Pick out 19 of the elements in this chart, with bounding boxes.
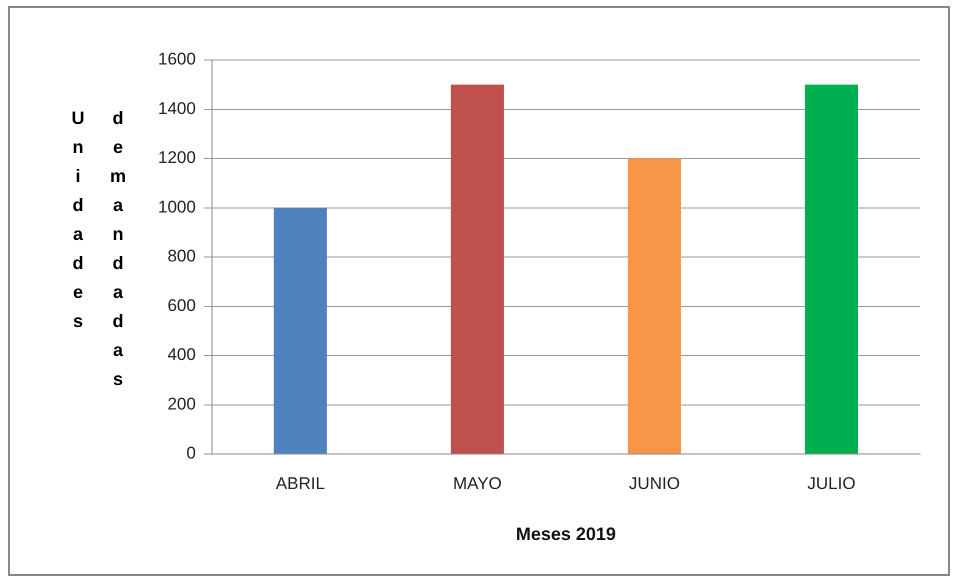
bar — [450, 84, 504, 454]
y-tick-label: 1000 — [158, 197, 196, 216]
y-tick-label: 1600 — [158, 50, 196, 69]
bar — [804, 84, 858, 454]
x-tick-label: JULIO — [807, 474, 856, 493]
y-tick-label: 0 — [186, 444, 196, 463]
bar — [274, 208, 327, 454]
x-axis-title: Meses 2019 — [516, 524, 616, 544]
y-axis-title: Unidades demandadas — [67, 108, 129, 398]
x-tick-label: JUNIO — [628, 474, 680, 493]
y-tick-label: 200 — [167, 394, 196, 414]
bar — [628, 158, 681, 454]
y-tick-label: 1200 — [158, 148, 196, 168]
y-tick-label: 800 — [167, 246, 196, 266]
x-tick-label: MAYO — [452, 474, 502, 493]
y-tick-label: 400 — [167, 345, 196, 364]
y-tick-label: 1400 — [158, 98, 196, 118]
y-tick-label: 600 — [167, 296, 196, 315]
x-tick-label: ABRIL — [276, 474, 325, 493]
